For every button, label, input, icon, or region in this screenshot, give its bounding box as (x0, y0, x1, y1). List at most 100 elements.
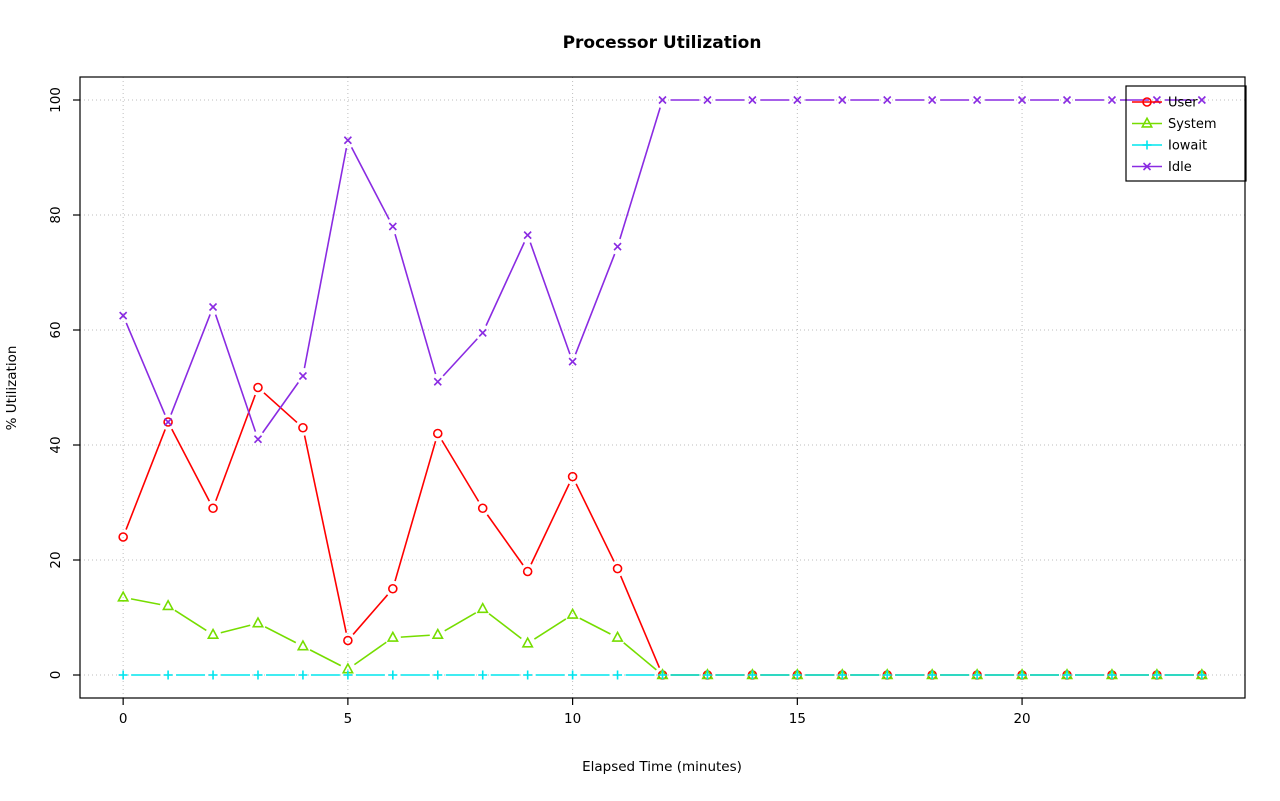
data-point-user (432, 428, 443, 439)
legend-layer: User System Iowait Idle (1125, 85, 1247, 182)
data-point-iowait (1152, 670, 1162, 680)
series-segment-user (441, 439, 480, 502)
x-axis-tick-label: 20 (1013, 711, 1030, 727)
data-point-iowait (388, 670, 398, 680)
data-point-iowait (523, 670, 533, 680)
x-axis-tick-label: 10 (564, 711, 581, 727)
legend-label-user: User (1168, 96, 1198, 111)
data-point-idle (883, 95, 892, 105)
data-point-system (521, 636, 534, 648)
data-point-user (298, 422, 308, 433)
data-point-iowait (1107, 670, 1117, 680)
series-segment-system (130, 598, 161, 606)
y-axis-tick-label: 100 (48, 87, 64, 113)
series-segment-user (352, 594, 389, 635)
data-point-iowait (837, 670, 847, 680)
y-axis-tick-label: 80 (48, 206, 64, 223)
series-system (117, 590, 1208, 680)
series-idle (119, 95, 1206, 444)
series-segment-idle (442, 338, 478, 377)
series-segment-system (264, 626, 297, 644)
data-point-iowait (613, 670, 623, 680)
data-point-user (522, 566, 533, 577)
series-segment-system (309, 649, 342, 667)
data-point-idle (748, 95, 757, 105)
data-point-idle (658, 95, 667, 105)
legend-box (1125, 85, 1247, 182)
series-segment-idle (394, 233, 437, 375)
axes-frame-layer: 0 5 10 15 20 0 20 40 60 80 100 (48, 76, 1246, 727)
series-segment-system (400, 634, 430, 638)
series-segment-user (619, 575, 661, 668)
data-point-idle (298, 371, 307, 381)
data-point-user (208, 503, 218, 514)
data-point-iowait (568, 670, 578, 680)
data-point-system (206, 627, 220, 639)
data-point-iowait (343, 670, 353, 680)
data-point-idle (613, 242, 622, 251)
data-point-iowait (208, 670, 218, 680)
data-point-user (612, 563, 623, 574)
series-user (118, 382, 1207, 680)
data-point-iowait (702, 670, 712, 680)
series-segment-user (171, 428, 211, 502)
data-point-system (251, 616, 265, 628)
data-point-iowait (792, 670, 802, 680)
series-segment-user (215, 394, 256, 502)
x-axis-tick-label: 15 (789, 711, 806, 727)
series-segment-system (533, 618, 567, 640)
y-axis-label: % Utilization (4, 346, 20, 431)
series-segment-user (530, 483, 570, 565)
data-point-user (118, 532, 128, 542)
legend-entry-system: System (1132, 116, 1216, 132)
series-segment-system (579, 617, 611, 635)
data-point-iowait (478, 670, 488, 680)
data-point-iowait (118, 670, 128, 680)
data-point-idle (568, 357, 577, 366)
data-point-idle (1062, 95, 1072, 105)
chart-title: Processor Utilization (563, 33, 762, 53)
y-axis-tick-label: 60 (48, 321, 64, 338)
data-point-iowait (1017, 670, 1027, 680)
data-point-idle (343, 136, 352, 145)
data-point-iowait (882, 670, 892, 680)
data-point-user (567, 471, 578, 482)
legend-marker-iowait (1142, 140, 1152, 150)
legend-label-iowait: Iowait (1168, 139, 1207, 154)
data-point-iowait (1197, 670, 1207, 680)
data-point-iowait (747, 670, 757, 680)
legend-label-idle: Idle (1168, 160, 1192, 175)
series-segment-idle (303, 147, 348, 369)
data-point-idle (523, 231, 532, 240)
data-point-idle (928, 95, 937, 105)
series-layer (117, 95, 1208, 680)
series-segment-idle (170, 314, 211, 415)
series-segment-idle (350, 146, 390, 220)
data-point-system (476, 602, 489, 614)
y-axis-tick-label: 0 (48, 671, 64, 680)
legend-entry-idle: Idle (1132, 160, 1192, 175)
legend-marker-user (1142, 97, 1152, 107)
data-point-iowait (163, 670, 173, 680)
data-point-system (611, 630, 624, 642)
data-point-user (253, 382, 263, 393)
data-point-idle (388, 222, 397, 231)
series-segment-idle (529, 242, 571, 355)
plot-frame (79, 76, 1246, 699)
data-point-iowait (298, 670, 308, 680)
series-segment-idle (574, 253, 616, 355)
data-point-system (431, 627, 444, 639)
data-point-idle (1018, 95, 1027, 105)
series-segment-user (486, 514, 524, 566)
series-segment-system (623, 642, 657, 671)
legend-label-system: System (1168, 117, 1216, 132)
data-point-iowait (972, 670, 982, 680)
legend-marker-system (1140, 116, 1154, 128)
data-point-idle (838, 95, 847, 105)
series-segment-system (353, 641, 387, 666)
series-segment-idle (619, 107, 661, 240)
series-segment-system (444, 612, 477, 632)
series-iowait (118, 670, 1207, 680)
